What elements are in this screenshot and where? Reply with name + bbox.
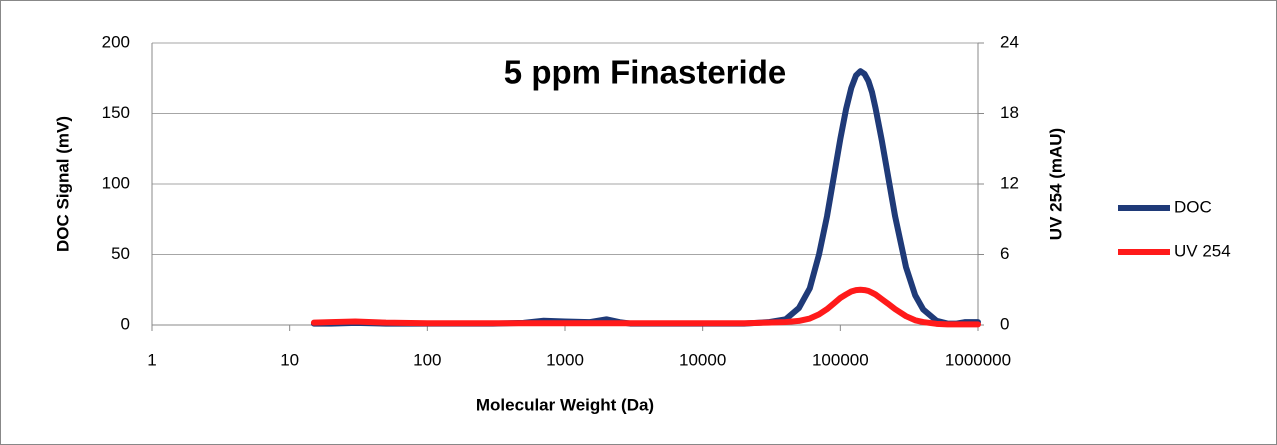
y-tick-label: 50 xyxy=(111,244,130,263)
legend-label: DOC xyxy=(1174,197,1212,216)
x-tick-label: 100000 xyxy=(812,350,869,369)
y2-axis-label: UV 254 (mAU) xyxy=(1046,128,1065,240)
y2-tick-label: 18 xyxy=(1000,103,1019,122)
y-tick-label: 0 xyxy=(121,314,130,333)
y2-tick-label: 12 xyxy=(1000,173,1019,192)
x-tick-label: 1000000 xyxy=(945,350,1011,369)
x-tick-label: 10 xyxy=(280,350,299,369)
x-tick-label: 1 xyxy=(147,350,156,369)
y-tick-label: 200 xyxy=(102,32,130,51)
y-axis-label: DOC Signal (mV) xyxy=(53,116,72,252)
y2-tick-label: 6 xyxy=(1000,244,1009,263)
y2-tick-label: 0 xyxy=(1000,314,1009,333)
series-line xyxy=(310,286,981,328)
chart-title: 5 ppm Finasteride xyxy=(504,54,786,91)
y-tick-label: 150 xyxy=(102,103,130,122)
x-tick-label: 10000 xyxy=(679,350,726,369)
x-tick-label: 100 xyxy=(413,350,441,369)
x-axis-label: Molecular Weight (Da) xyxy=(476,395,654,414)
y2-tick-label: 24 xyxy=(1000,32,1019,51)
x-tick-label: 1000 xyxy=(546,350,584,369)
y-tick-label: 100 xyxy=(102,173,130,192)
legend-label: UV 254 xyxy=(1174,241,1231,260)
